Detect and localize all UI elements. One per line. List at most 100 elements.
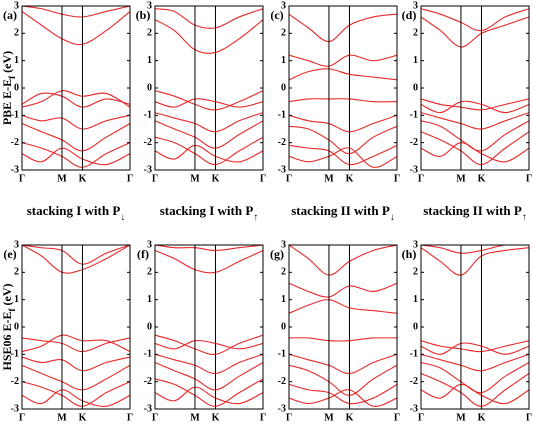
y-tick-label: -2 bbox=[410, 376, 418, 387]
x-tick-label: Γ bbox=[394, 412, 400, 423]
x-tick-label: Γ bbox=[260, 412, 266, 423]
band-line bbox=[155, 98, 263, 108]
y-axis-label-part: f bbox=[7, 307, 17, 311]
x-tick-label: Γ bbox=[418, 412, 424, 423]
panel-label: (g) bbox=[270, 247, 284, 261]
band-line bbox=[22, 389, 130, 407]
caption-part: ↑ bbox=[522, 212, 527, 223]
x-tick-label: Γ bbox=[418, 173, 424, 184]
band-line bbox=[155, 249, 263, 274]
band-line bbox=[421, 383, 529, 405]
x-tick-label: K bbox=[212, 412, 220, 423]
frame bbox=[288, 5, 398, 171]
x-tick-label: M bbox=[57, 412, 67, 423]
band-line bbox=[289, 364, 397, 396]
panel-label: (d) bbox=[402, 8, 417, 22]
y-tick-label: 3 bbox=[413, 239, 418, 250]
band-line bbox=[289, 353, 397, 375]
y-tick-label: 3 bbox=[14, 0, 19, 11]
x-tick-label: Γ bbox=[286, 412, 292, 423]
y-tick-label: 1 bbox=[14, 294, 19, 305]
band-line bbox=[421, 247, 529, 276]
x-tick-label: K bbox=[346, 412, 354, 423]
y-tick-label: 3 bbox=[413, 0, 418, 11]
band-line bbox=[421, 120, 529, 152]
band-line bbox=[155, 339, 263, 350]
y-tick-label: -1 bbox=[144, 110, 152, 121]
band-line bbox=[289, 125, 397, 155]
band-line bbox=[289, 147, 397, 168]
y-tick-label: -3 bbox=[144, 164, 152, 175]
y-tick-label: 2 bbox=[147, 267, 152, 278]
y-tick-label: 2 bbox=[281, 28, 286, 39]
x-tick-label: Γ bbox=[286, 173, 292, 184]
band-line bbox=[155, 8, 263, 29]
y-tick-label: -1 bbox=[11, 349, 19, 360]
band-line bbox=[421, 340, 529, 353]
band-line bbox=[22, 337, 130, 353]
x-tick-label: K bbox=[478, 412, 486, 423]
x-tick-label: Γ bbox=[526, 173, 532, 184]
band-line bbox=[155, 245, 263, 252]
x-tick-label: K bbox=[346, 173, 354, 184]
y-tick-label: -3 bbox=[144, 403, 152, 414]
band-line bbox=[155, 112, 263, 133]
panel-label: (b) bbox=[136, 8, 151, 22]
band-line bbox=[421, 245, 529, 254]
frame bbox=[21, 5, 131, 171]
band-line bbox=[421, 131, 529, 166]
band-line bbox=[421, 98, 529, 111]
y-tick-label: 0 bbox=[14, 82, 19, 93]
band-line bbox=[289, 13, 397, 43]
band-line bbox=[421, 16, 529, 48]
band-line bbox=[155, 353, 263, 375]
band-line bbox=[22, 364, 130, 391]
x-tick-label: Γ bbox=[127, 412, 133, 423]
band-line bbox=[421, 100, 529, 114]
y-tick-label: -2 bbox=[144, 376, 152, 387]
x-tick-label: M bbox=[456, 173, 466, 184]
band-line bbox=[22, 245, 130, 274]
y-tick-label: 0 bbox=[413, 321, 418, 332]
band-line bbox=[289, 389, 397, 407]
caption-part: ↓ bbox=[390, 212, 395, 223]
band-line bbox=[289, 54, 397, 67]
x-tick-label: Γ bbox=[260, 173, 266, 184]
caption-part: stacking I with P bbox=[27, 203, 121, 218]
panel-label: (e) bbox=[3, 247, 16, 261]
band-line bbox=[22, 6, 130, 18]
band-line bbox=[421, 362, 529, 394]
band-line bbox=[289, 282, 397, 298]
caption: stacking I with P↓ bbox=[27, 203, 126, 223]
y-tick-label: 2 bbox=[14, 267, 19, 278]
y-tick-label: -2 bbox=[11, 137, 19, 148]
y-tick-label: 1 bbox=[147, 55, 152, 66]
band-line bbox=[155, 90, 263, 111]
y-tick-label: -1 bbox=[278, 349, 286, 360]
y-tick-label: 1 bbox=[281, 294, 286, 305]
band-line bbox=[289, 68, 397, 81]
y-tick-label: 0 bbox=[147, 321, 152, 332]
panel-label: (a) bbox=[3, 8, 17, 22]
band-line bbox=[22, 11, 130, 46]
caption-part: ↓ bbox=[120, 212, 125, 223]
y-axis-label-part: HSE06 E-E bbox=[0, 311, 14, 370]
band-line bbox=[155, 334, 263, 356]
panel-label: (f) bbox=[137, 247, 149, 261]
caption-part: stacking II with P bbox=[291, 203, 390, 218]
band-line bbox=[22, 142, 130, 168]
y-tick-label: 0 bbox=[14, 321, 19, 332]
band-line bbox=[155, 19, 263, 54]
y-tick-label: 2 bbox=[14, 28, 19, 39]
y-tick-label: -3 bbox=[11, 164, 19, 175]
x-tick-label: Γ bbox=[127, 173, 133, 184]
x-tick-label: K bbox=[79, 173, 87, 184]
y-axis-label-part: PBE E-E bbox=[0, 79, 14, 125]
band-line bbox=[155, 136, 263, 166]
y-tick-label: 3 bbox=[281, 239, 286, 250]
band-line bbox=[421, 142, 529, 163]
band-line bbox=[22, 123, 130, 152]
band-line bbox=[155, 378, 263, 407]
y-tick-label: 2 bbox=[413, 28, 418, 39]
